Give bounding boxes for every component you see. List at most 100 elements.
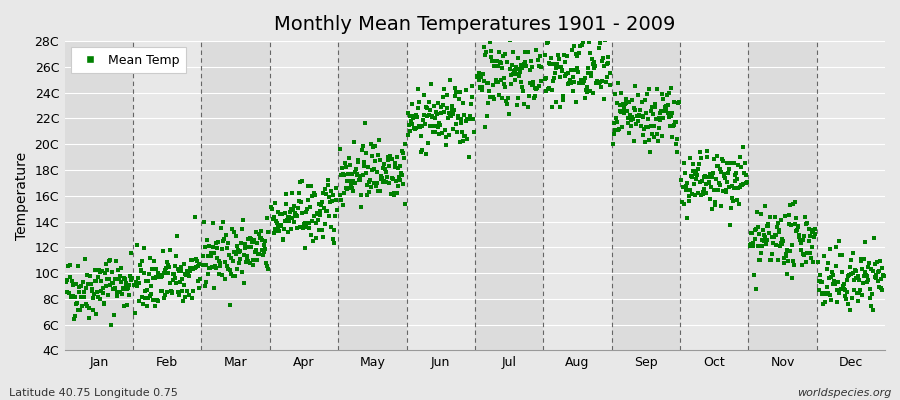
- Point: [641, 124, 655, 130]
- Point: [737, 170, 751, 176]
- Point: [718, 187, 733, 193]
- Point: [357, 163, 372, 169]
- Point: [791, 224, 806, 230]
- Point: [756, 232, 770, 239]
- Point: [279, 191, 293, 198]
- Point: [787, 262, 801, 268]
- Point: [124, 276, 139, 283]
- Point: [109, 258, 123, 264]
- Point: [382, 163, 397, 170]
- Point: [397, 155, 411, 161]
- Point: [197, 218, 211, 225]
- Point: [821, 260, 835, 266]
- Point: [104, 257, 118, 264]
- Point: [744, 240, 759, 247]
- Point: [535, 17, 549, 23]
- Point: [806, 227, 821, 234]
- Point: [681, 193, 696, 200]
- Point: [342, 185, 356, 191]
- Point: [593, 40, 608, 46]
- Point: [497, 81, 511, 87]
- Point: [754, 210, 769, 217]
- Point: [814, 279, 828, 286]
- Point: [505, 62, 519, 68]
- Point: [487, 62, 501, 69]
- Point: [118, 276, 132, 282]
- Point: [828, 263, 842, 270]
- Point: [555, 96, 570, 103]
- Point: [386, 176, 400, 182]
- Point: [722, 184, 736, 190]
- Point: [666, 122, 680, 129]
- Point: [285, 215, 300, 221]
- Point: [678, 170, 692, 176]
- Point: [642, 86, 656, 92]
- Point: [578, 95, 592, 102]
- Point: [345, 171, 359, 177]
- Point: [669, 119, 683, 125]
- Point: [375, 175, 390, 181]
- Point: [280, 216, 294, 223]
- Point: [195, 262, 210, 268]
- Point: [613, 108, 627, 114]
- Point: [212, 271, 226, 278]
- Point: [386, 192, 400, 199]
- Point: [302, 220, 316, 227]
- Point: [569, 50, 583, 57]
- Point: [329, 207, 344, 213]
- Point: [682, 187, 697, 193]
- Point: [608, 115, 623, 122]
- Point: [451, 115, 465, 122]
- Point: [599, 74, 614, 80]
- Point: [302, 225, 317, 232]
- Point: [427, 129, 441, 136]
- Point: [790, 223, 805, 229]
- Point: [545, 87, 560, 94]
- Point: [730, 197, 744, 203]
- Point: [65, 278, 79, 284]
- Point: [872, 283, 886, 290]
- Point: [211, 239, 225, 246]
- Point: [261, 266, 275, 272]
- Point: [90, 289, 104, 295]
- Point: [544, 104, 559, 110]
- Point: [334, 197, 348, 203]
- Point: [526, 94, 541, 101]
- Point: [220, 245, 234, 251]
- Point: [354, 204, 368, 210]
- Point: [827, 278, 842, 284]
- Point: [415, 123, 429, 129]
- Point: [492, 59, 507, 66]
- Point: [149, 297, 164, 303]
- Point: [731, 184, 745, 191]
- Point: [754, 243, 769, 250]
- Point: [539, 74, 554, 81]
- Point: [248, 246, 263, 253]
- Point: [426, 123, 440, 130]
- Point: [497, 74, 511, 81]
- Point: [622, 130, 636, 136]
- Point: [381, 153, 395, 160]
- Point: [60, 276, 75, 283]
- Bar: [270, 41, 338, 350]
- Point: [308, 192, 322, 198]
- Point: [523, 80, 537, 86]
- Point: [447, 84, 462, 91]
- Point: [157, 270, 171, 276]
- Point: [106, 280, 121, 286]
- Point: [415, 146, 429, 153]
- Point: [512, 72, 526, 79]
- Point: [320, 208, 334, 214]
- Point: [200, 237, 214, 244]
- Point: [568, 67, 582, 73]
- Point: [540, 40, 554, 46]
- Point: [502, 37, 517, 44]
- Point: [840, 276, 854, 283]
- Point: [144, 290, 158, 297]
- Point: [267, 226, 282, 232]
- Point: [783, 248, 797, 254]
- Point: [266, 206, 280, 212]
- Point: [788, 215, 803, 221]
- Point: [705, 206, 719, 212]
- Point: [796, 252, 811, 259]
